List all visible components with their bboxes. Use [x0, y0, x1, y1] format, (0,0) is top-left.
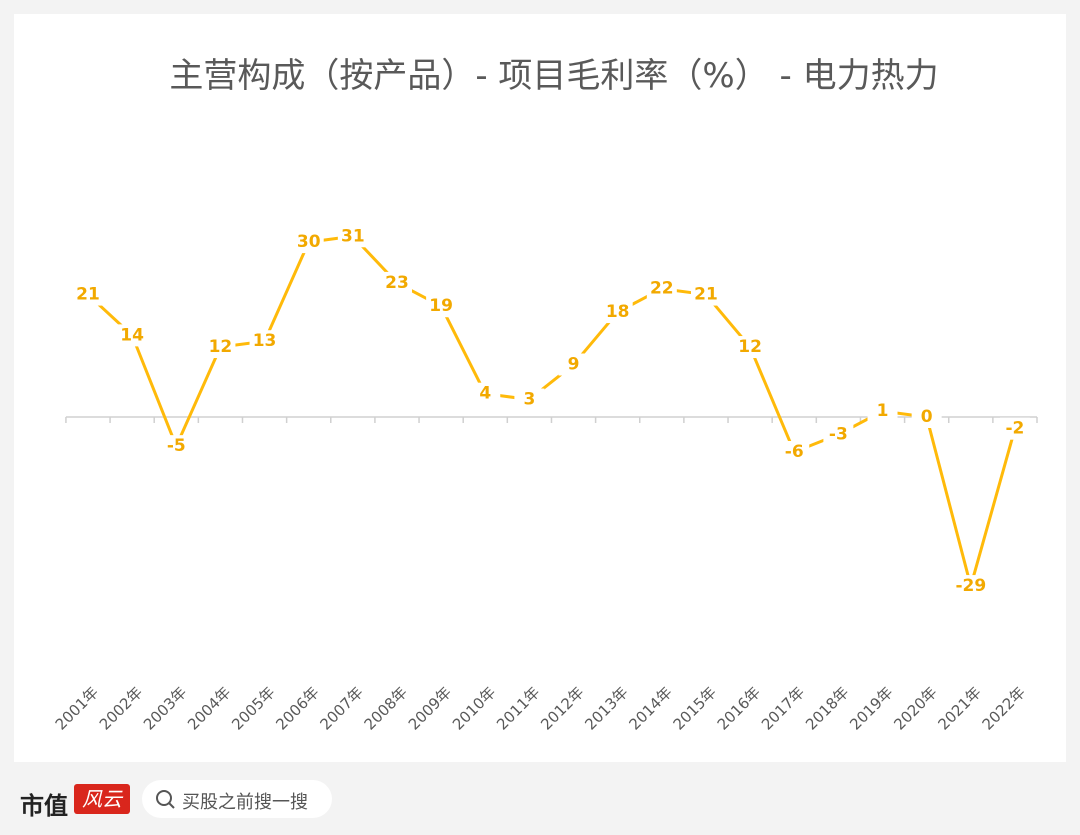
data-label: 9 — [568, 355, 580, 375]
data-label-group: 23 — [381, 271, 412, 294]
data-label-bg — [205, 336, 236, 359]
x-tick-label: 2011年 — [493, 683, 543, 733]
x-tick-label: 2004年 — [184, 683, 234, 733]
chart-card: 主营构成（按产品）- 项目毛利率（%） - 电力热力 21 14 -5 12 13 30 3… — [14, 14, 1066, 762]
data-label-group: 4 — [470, 382, 501, 405]
data-label-bg — [73, 283, 103, 306]
data-label-group: 3 — [514, 388, 545, 411]
data-label-group: 18 — [602, 301, 633, 324]
data-label: -2 — [1005, 419, 1024, 439]
data-label-group: -3 — [823, 423, 854, 446]
x-tick-label: 2018年 — [802, 683, 852, 733]
x-tick-label: 2009年 — [405, 683, 455, 733]
data-label-bg — [690, 283, 721, 306]
search-box[interactable]: 买股之前搜一搜 — [142, 780, 332, 818]
x-tick-label: 2006年 — [272, 683, 322, 733]
x-tick-label: 2016年 — [714, 683, 764, 733]
data-label-bg — [337, 225, 368, 248]
search-icon — [156, 790, 175, 809]
data-label-bg — [735, 336, 766, 359]
data-label-group: 12 — [735, 336, 766, 359]
data-label-bg — [514, 388, 545, 411]
data-label: 18 — [606, 302, 630, 322]
data-label: -29 — [955, 576, 986, 596]
x-tick-label: 2002年 — [96, 683, 146, 733]
x-tick-label: 2014年 — [625, 683, 675, 733]
line — [86, 234, 1017, 588]
data-label: 1 — [877, 401, 889, 421]
data-label-group: 9 — [558, 353, 589, 376]
data-label-bg — [911, 406, 942, 428]
data-label-group: -2 — [999, 417, 1030, 440]
data-label-bg — [470, 382, 501, 405]
data-label-bg — [249, 330, 280, 353]
x-tick-label: 2012年 — [537, 683, 587, 733]
data-label-bg — [779, 440, 810, 463]
data-label: 12 — [209, 337, 233, 357]
x-tick-label: 2021年 — [934, 683, 984, 733]
data-label: 4 — [479, 384, 491, 404]
data-label-bg — [955, 575, 986, 598]
data-label-bg — [293, 231, 324, 254]
data-label: 23 — [385, 273, 409, 293]
data-label-group: -6 — [779, 440, 810, 463]
search-placeholder: 买股之前搜一搜 — [182, 792, 308, 813]
brand-logo: 风云 — [74, 784, 130, 814]
data-label-bg — [602, 301, 633, 324]
data-label-group: 31 — [337, 225, 368, 248]
data-label: 31 — [341, 226, 365, 246]
brand: 市值 — [20, 792, 68, 820]
chart: 21 14 -5 12 13 30 31 23 19 4 3 9 18 22 21 12 -6 -3 1 0 -29 -2… — [52, 225, 1038, 734]
data-label-group: 13 — [249, 330, 280, 353]
x-tick-label: 2007年 — [317, 683, 367, 733]
chart-title: 主营构成（按产品）- 项目毛利率（%） - 电力热力 — [169, 56, 939, 96]
data-label-group: -5 — [161, 435, 192, 458]
data-label-bg — [117, 324, 148, 347]
x-tick-label: 2019年 — [846, 683, 896, 733]
x-tick-label: 2020年 — [890, 683, 940, 733]
footer: 市值 风云 买股之前搜一搜 — [0, 762, 1080, 835]
data-label-group: 1 — [867, 400, 898, 423]
data-label-bg — [823, 423, 854, 446]
x-tick-label: 2010年 — [449, 683, 499, 733]
x-tick-label: 2022年 — [979, 683, 1029, 733]
data-label: 19 — [429, 296, 453, 316]
x-tick-label: 2005年 — [228, 683, 278, 733]
data-label-group: 14 — [117, 324, 148, 347]
data-label-bg — [558, 353, 589, 376]
data-label-group: 0 — [911, 406, 942, 428]
data-label-group: 21 — [690, 283, 721, 306]
data-label: 30 — [297, 232, 321, 252]
x-tick-label: 2003年 — [140, 683, 190, 733]
data-label-bg — [999, 417, 1030, 440]
data-label-bg — [867, 400, 898, 423]
data-label: 21 — [76, 285, 100, 305]
data-label-bg — [426, 295, 457, 318]
data-label: 13 — [253, 331, 277, 351]
x-tick-label: 2013年 — [581, 683, 631, 733]
data-label-bg — [381, 271, 412, 294]
x-tick-label: 2017年 — [758, 683, 808, 733]
data-label-group: -29 — [955, 575, 986, 598]
x-tick-label: 2008年 — [361, 683, 411, 733]
data-label-bg — [161, 435, 192, 458]
data-label: 22 — [650, 279, 674, 299]
data-label: -3 — [829, 424, 848, 444]
x-tick-label: 2001年 — [52, 683, 102, 733]
data-label: 0 — [921, 407, 933, 427]
x-tick-label: 2015年 — [670, 683, 720, 733]
data-label-group: 30 — [293, 231, 324, 254]
data-label: 21 — [694, 285, 718, 305]
data-label: 14 — [120, 325, 144, 345]
data-label: -5 — [167, 436, 186, 456]
data-label-group: 12 — [205, 336, 236, 359]
data-label: 3 — [523, 390, 535, 410]
data-label: 12 — [738, 337, 762, 357]
data-label-group: 22 — [646, 277, 677, 300]
data-label-bg — [646, 277, 677, 300]
data-label: -6 — [785, 442, 804, 462]
data-label-group: 19 — [426, 295, 457, 318]
data-label-group: 21 — [73, 283, 103, 306]
